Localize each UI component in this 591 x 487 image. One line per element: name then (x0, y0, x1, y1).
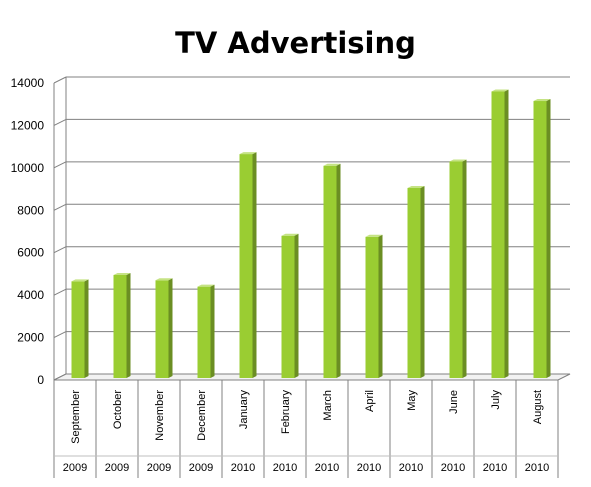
x-category-label: March (322, 390, 334, 421)
bar (155, 278, 173, 378)
bar (365, 234, 383, 378)
x-year-label: 2009 (189, 462, 213, 474)
x-year-label: 2010 (273, 462, 297, 474)
y-tick-label: 6000 (17, 246, 44, 260)
gridline-connector (53, 288, 67, 296)
x-year-label: 2009 (63, 462, 87, 474)
y-tick-label: 2000 (17, 331, 44, 345)
x-category-label: April (364, 390, 376, 412)
bar (113, 272, 131, 378)
x-category-label: May (406, 390, 418, 411)
x-year-label: 2010 (357, 462, 381, 474)
bar (197, 284, 215, 378)
x-year-label: 2010 (315, 462, 339, 474)
x-year-label: 2010 (483, 462, 507, 474)
bar (281, 233, 299, 378)
x-category-label: February (280, 390, 292, 435)
y-tick-label: 10000 (11, 161, 45, 175)
gridline-connector (53, 161, 67, 169)
gridline-connector (53, 76, 67, 84)
chart-title: TV Advertising (175, 26, 416, 60)
y-tick-labels: 0 2000 4000 6000 8000 10000 12000 14000 (11, 76, 45, 387)
bar (323, 163, 341, 378)
x-year-label: 2009 (147, 462, 171, 474)
y-tick-label: 0 (37, 373, 44, 387)
x-year-label: 2010 (441, 462, 465, 474)
x-category-label: June (448, 390, 460, 414)
x-category-label: December (196, 390, 208, 441)
x-category-label: January (238, 390, 250, 430)
x-category-label: July (490, 390, 502, 410)
bar (407, 186, 425, 378)
x-category-label: September (70, 390, 82, 444)
x-category-label: August (532, 390, 544, 424)
bar (449, 159, 467, 378)
gridline-connector (53, 203, 67, 211)
x-category-label: October (112, 390, 124, 429)
y-tick-label: 4000 (17, 288, 44, 302)
gridline-connector (53, 331, 67, 339)
bar (71, 279, 89, 378)
bar (533, 99, 551, 379)
gridline-connector (53, 118, 67, 126)
bar (239, 152, 257, 378)
x-year-label: 2009 (105, 462, 129, 474)
x-category-label: November (154, 390, 166, 441)
bar (491, 89, 509, 378)
x-year-label: 2010 (231, 462, 255, 474)
y-tick-label: 14000 (11, 76, 45, 90)
bars (71, 89, 551, 379)
x-year-label: 2010 (525, 462, 549, 474)
x-category-labels: September 2009 October 2009 November 2009 Dece… (53, 380, 559, 478)
gridline-connector (53, 246, 67, 254)
y-tick-label: 8000 (17, 203, 44, 217)
x-year-label: 2010 (399, 462, 423, 474)
gridlines (53, 76, 570, 381)
y-tick-label: 12000 (11, 118, 45, 132)
